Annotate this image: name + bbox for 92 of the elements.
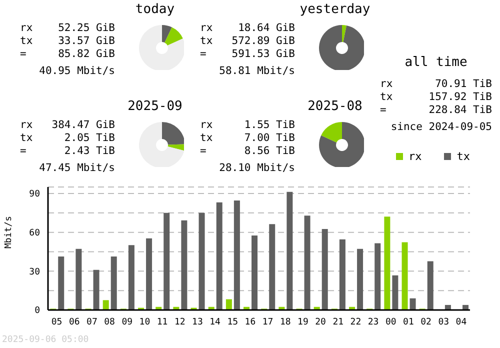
bar: [269, 224, 276, 310]
chart-title: today: [134, 2, 176, 17]
bar: [234, 200, 240, 310]
text: rx 70.91 TiB: [380, 78, 492, 90]
x-tick-label: 20: [315, 317, 326, 328]
text: rx 18.64 GiB: [200, 22, 295, 34]
text: tx 572.89 GiB: [200, 35, 295, 47]
bar: [58, 256, 64, 310]
text: = 2.43 TiB: [20, 145, 115, 157]
bar: [128, 245, 134, 310]
x-tick-label: 04: [456, 317, 467, 328]
bar: [339, 239, 346, 310]
bar: [226, 299, 232, 310]
text: rx 1.55 TiB: [200, 119, 295, 131]
bar: [76, 248, 82, 310]
x-tick-label: 15: [227, 317, 238, 328]
x-tick-label: 10: [139, 317, 150, 328]
x-tick-label: 12: [174, 317, 186, 328]
text: rx 52.25 GiB: [20, 22, 115, 34]
text: all time: [404, 55, 468, 70]
text: tx 157.92 TiB: [380, 91, 492, 103]
x-tick-label: 03: [438, 317, 450, 328]
chart-title: yesterday: [298, 2, 372, 17]
x-tick-label: 23: [368, 317, 379, 328]
bar: [93, 270, 100, 310]
x-tick-label: 01: [403, 317, 414, 328]
y-tick-label: 30: [29, 267, 40, 278]
y-tick-label: 60: [29, 228, 40, 239]
chart-title: 2025-08: [306, 99, 364, 114]
text: 40.95 Mbit/s: [39, 65, 115, 78]
text: = 228.84 TiB: [380, 104, 492, 116]
donut-slice: [162, 25, 172, 43]
x-tick-label: 18: [280, 317, 291, 328]
text: = 8.56 TiB: [200, 145, 295, 157]
bar: [427, 261, 434, 310]
bar: [357, 248, 364, 310]
bar: [402, 242, 408, 310]
bar: [304, 216, 310, 310]
x-tick-label: 22: [350, 317, 362, 328]
y-tick-label: 0: [34, 306, 40, 316]
y-axis-title: Mbit/s: [4, 216, 14, 248]
donut-slice: [342, 25, 347, 42]
x-tick-label: 05: [51, 317, 62, 328]
donut-slice: [139, 122, 184, 167]
bar: [181, 220, 188, 310]
donut-slice: [162, 122, 184, 145]
text: = 591.53 GiB: [200, 48, 295, 60]
legend-label: rx: [408, 150, 422, 163]
text: rx 384.47 GiB: [20, 119, 115, 131]
text: 47.45 Mbit/s: [39, 162, 115, 175]
legend-label: tx: [456, 150, 470, 163]
bar: [198, 212, 205, 310]
bar: [216, 202, 222, 310]
x-tick-label: 06: [68, 317, 80, 328]
donut-slice: [321, 122, 342, 142]
bar: [164, 212, 170, 310]
bar: [374, 243, 381, 310]
bar: [392, 275, 398, 310]
donut-slice: [168, 144, 184, 151]
x-tick-label: 17: [262, 317, 274, 328]
x-tick-label: 02: [420, 317, 432, 328]
text: tx 2.05 TiB: [20, 132, 115, 144]
bar: [286, 192, 293, 310]
x-tick-label: 00: [385, 317, 396, 328]
donut-slice: [319, 25, 364, 70]
donut-slice: [319, 122, 364, 167]
text: 58.81 Mbit/s: [219, 65, 295, 78]
text: tx 33.57 GiB: [20, 35, 115, 47]
x-tick-label: 07: [86, 317, 98, 328]
text: tx 7.00 TiB: [200, 132, 295, 144]
chart-title: 2025-09: [126, 99, 184, 114]
x-tick-label: 14: [210, 317, 220, 328]
x-tick-label: 16: [244, 317, 256, 328]
text: 28.10 Mbit/s: [219, 162, 295, 175]
donut-slice: [164, 27, 183, 46]
x-tick-label: 09: [122, 317, 133, 328]
bar: [252, 236, 258, 310]
text: since 2024-09-05: [390, 121, 492, 134]
bar: [410, 298, 416, 310]
bar: [110, 256, 117, 310]
bar: [102, 300, 109, 310]
x-tick-label: 08: [104, 317, 115, 328]
bar: [322, 228, 328, 310]
text: = 85.82 GiB: [20, 48, 115, 60]
x-tick-label: 11: [156, 317, 168, 328]
x-tick-label: 13: [192, 317, 203, 328]
x-tick-label: 21: [332, 317, 344, 328]
donut-slice: [139, 25, 184, 70]
bar: [384, 216, 390, 310]
x-tick-label: 19: [298, 317, 308, 328]
bar: [146, 238, 152, 310]
y-tick-label: 90: [29, 190, 40, 200]
